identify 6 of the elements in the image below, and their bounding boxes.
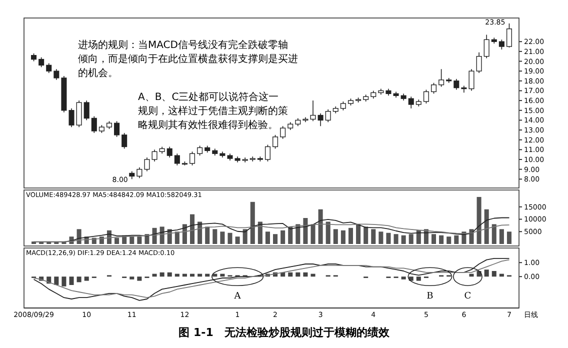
caption: 图 1-1 无法检验炒股规则过于模糊的绩效 xyxy=(178,326,390,339)
annotation: 进场的规则：当MACD信号线没有完全跌破零轴倾向，而是倾向于在此位置横盘获得支撑则是买进的机会。 xyxy=(78,39,298,79)
annotation: B xyxy=(426,292,434,302)
annotation: C xyxy=(464,292,472,302)
annotation: A xyxy=(233,292,242,302)
annotation: A、B、C三处都可以说符合这一规则，这样过于凭借主观判断的策略规则其有效性很难得到检验。 xyxy=(138,91,288,131)
